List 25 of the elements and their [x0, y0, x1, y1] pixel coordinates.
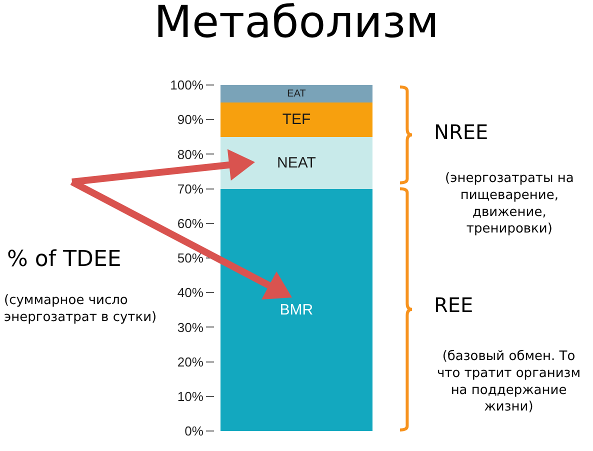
series-label: EAT	[287, 88, 306, 100]
text: (энергозатраты на пищеварение, движение, тренировки)	[445, 171, 574, 237]
bar	[220, 188, 372, 431]
y-tick-label: 50%	[177, 250, 204, 266]
bar	[220, 102, 372, 137]
text: REE	[434, 293, 474, 317]
series-label: BMR	[280, 301, 314, 318]
chart-title: Метаболизм	[154, 0, 439, 48]
text: (базовый обмен. То что тратит организм на поддержание жизни)	[437, 349, 581, 415]
series-label: TEF	[282, 111, 311, 128]
series-label: NEAT	[277, 154, 316, 172]
text: % of TDEE	[7, 247, 122, 272]
text: (суммарное число энергозатрат в сутки)	[4, 293, 157, 325]
y-tick-label: 90%	[177, 112, 204, 128]
y-tick-label: 70%	[177, 181, 204, 196]
y-tick-label: 0%	[184, 424, 204, 439]
y-tick-label: 80%	[177, 146, 204, 162]
y-tick-label: 40%	[177, 285, 204, 300]
y-tick-label: 100%	[170, 78, 204, 93]
text: NREE	[434, 120, 488, 144]
y-tick-label: 30%	[177, 320, 204, 335]
bar	[220, 85, 372, 102]
y-tick-label: 60%	[177, 216, 204, 231]
y-tick-label: 10%	[177, 388, 204, 404]
y-tick-label: 20%	[177, 354, 204, 370]
